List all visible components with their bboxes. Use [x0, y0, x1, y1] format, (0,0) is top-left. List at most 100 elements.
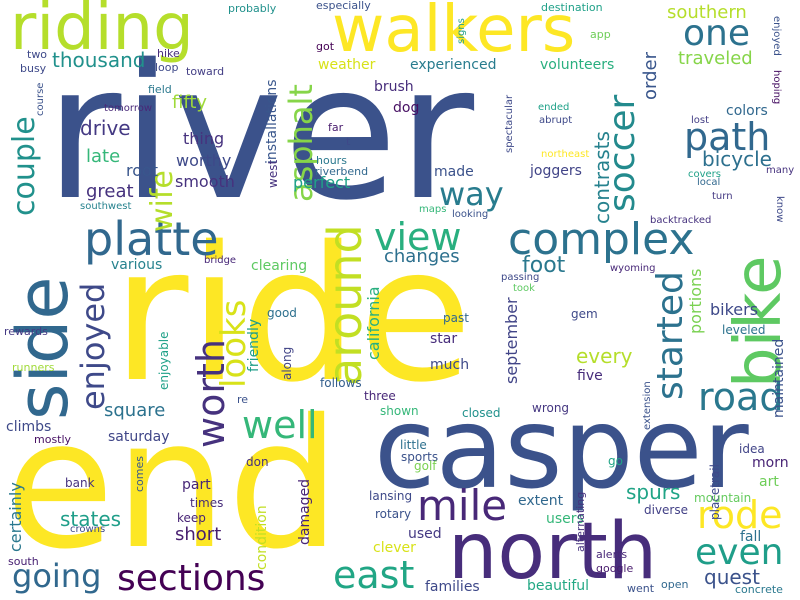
word-bicycle: bicycle	[702, 147, 772, 171]
word-rode: rode	[697, 493, 783, 537]
word-walkers: walkers	[332, 0, 576, 67]
word-root: root	[126, 161, 159, 180]
word-looking: looking	[452, 209, 489, 220]
word-re: re	[237, 393, 249, 406]
word-mostly: mostly	[34, 433, 72, 446]
word-northeast: northeast	[541, 149, 590, 160]
word-order: order	[640, 52, 661, 100]
word-south: south	[8, 555, 39, 568]
word-drive: drive	[80, 116, 131, 140]
word-two: two	[27, 48, 48, 61]
word-runners: runners	[12, 361, 55, 374]
word-started: started	[650, 271, 691, 400]
word-made: made	[434, 164, 474, 180]
word-september: september	[502, 297, 521, 384]
word-quest: quest	[704, 565, 760, 589]
word-know: know	[774, 196, 785, 223]
word-well: well	[242, 403, 318, 447]
word-portions: portions	[686, 268, 705, 334]
word-covers: covers	[688, 169, 722, 180]
word-good: good	[267, 306, 297, 320]
word-changes: changes	[384, 246, 460, 267]
word-thing: thing	[183, 129, 225, 148]
word-spectacular: spectacular	[504, 94, 515, 153]
word-perfect: perfect	[293, 173, 351, 192]
word-especially: especially	[316, 0, 371, 12]
word-times: times	[190, 496, 224, 510]
word-dog: dog	[393, 100, 420, 116]
word-open: open	[661, 578, 689, 591]
word-climbs: climbs	[6, 419, 52, 435]
word-toward: toward	[186, 65, 225, 78]
word-concrete: concrete	[735, 583, 783, 596]
word-ended: ended	[538, 102, 570, 113]
word-golf: golf	[414, 459, 437, 473]
word-joggers: joggers	[530, 163, 582, 179]
word-bridge: bridge	[204, 255, 237, 266]
word-three: three	[364, 389, 396, 403]
word-keep: keep	[177, 511, 206, 525]
word-clearing: clearing	[251, 258, 308, 274]
word-rewards: rewards	[4, 325, 48, 338]
word-certainly: certainly	[6, 482, 25, 552]
word-every: every	[576, 344, 633, 368]
word-view: view	[374, 215, 462, 259]
word-extension: extension	[642, 381, 653, 430]
word-maps: maps	[419, 204, 447, 215]
word-southwest: southwest	[80, 201, 132, 212]
word-sections: sections	[117, 558, 266, 599]
word-wyoming: wyoming	[610, 263, 656, 274]
word-passing: passing	[501, 272, 540, 283]
word-follows: follows	[320, 376, 362, 390]
word-west: west	[266, 159, 280, 188]
word-t: t	[346, 135, 351, 148]
word-much: much	[430, 357, 470, 373]
word-alternating: alternating	[574, 491, 587, 552]
word-friendly: friendly	[246, 318, 262, 372]
word-users: users	[546, 511, 584, 527]
word-star: star	[430, 331, 458, 347]
word-used: used	[408, 526, 442, 542]
word-five: five	[577, 368, 603, 384]
word-gem: gem	[571, 307, 598, 321]
word-hours: hours	[316, 154, 347, 167]
word-signs: signs	[456, 18, 467, 44]
word-worthy: worthy	[176, 151, 232, 170]
word-road: road	[698, 375, 784, 419]
word-beautiful: beautiful	[527, 578, 590, 594]
word-course: course	[35, 82, 46, 116]
word-lost: lost	[691, 115, 710, 126]
word-smooth: smooth	[175, 172, 235, 191]
word-riding: riding	[10, 0, 194, 65]
word-maintained: maintained	[771, 338, 787, 418]
word-north: north	[448, 507, 658, 597]
word-traveled: traveled	[678, 48, 753, 69]
word-contrasts: contrasts	[590, 131, 614, 224]
word-past: past	[443, 311, 469, 325]
word-mountain: mountain	[694, 491, 752, 505]
word-sports: sports	[401, 450, 439, 464]
word-fifty: fifty	[172, 92, 208, 113]
word-short: short	[175, 524, 222, 545]
word-damaged: damaged	[297, 478, 313, 545]
word-closed: closed	[462, 406, 501, 420]
word-google: google	[596, 562, 634, 575]
word-late: late	[86, 146, 121, 167]
word-way: way	[439, 175, 504, 213]
word-loop: loop	[155, 61, 179, 74]
word-brush: brush	[374, 79, 414, 95]
word-tomorrow: tomorrow	[104, 103, 153, 114]
word-go: go	[608, 454, 623, 468]
word-complex: complex	[508, 214, 695, 265]
word-comes: comes	[133, 456, 146, 492]
word-east: east	[333, 553, 415, 597]
word-mile: mile	[417, 481, 508, 530]
word-river: river	[45, 24, 475, 241]
word-condition: condition	[254, 505, 270, 570]
word-states: states	[60, 507, 122, 531]
word-app: app	[590, 28, 611, 41]
word-great: great	[86, 181, 134, 202]
word-couple: couple	[7, 116, 42, 216]
word-busy: busy	[20, 62, 47, 75]
